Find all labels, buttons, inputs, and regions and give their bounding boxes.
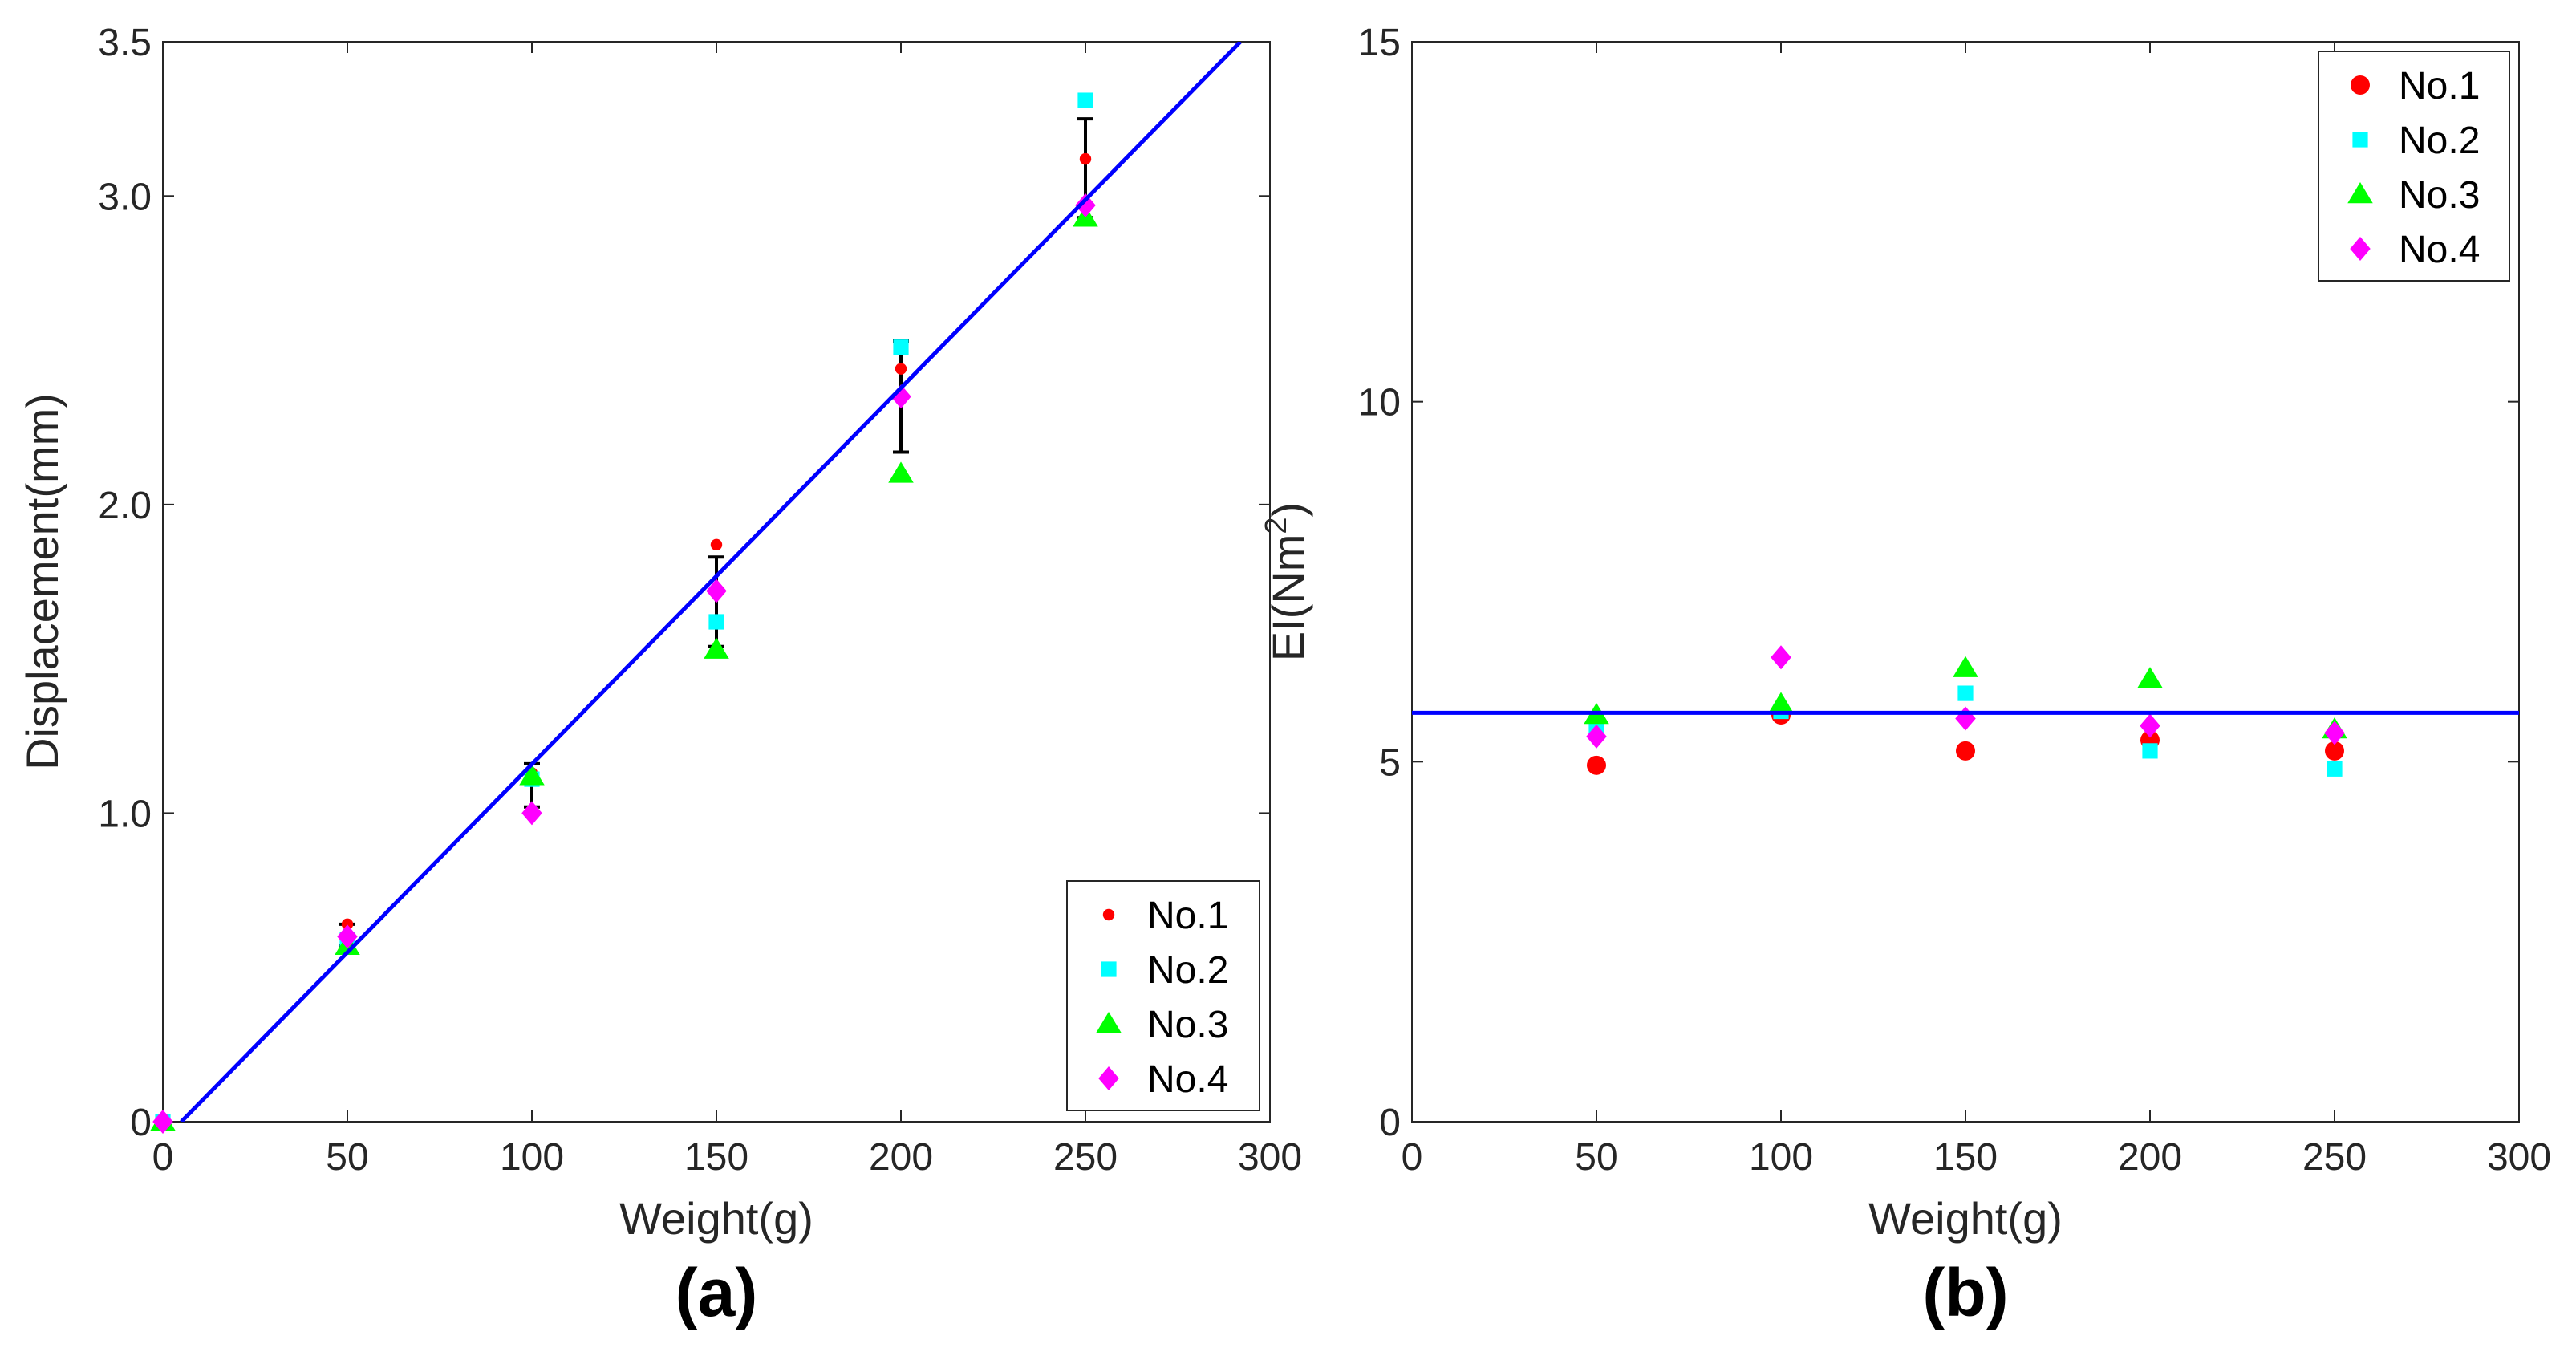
x-axis-label: Weight(g) — [1868, 1193, 2063, 1244]
y-axis-label-suffix: ) — [1263, 502, 1313, 518]
data-point-no4 — [152, 1110, 173, 1134]
data-point-no4 — [2324, 721, 2345, 745]
x-tick-label: 300 — [2487, 1136, 2551, 1179]
legend-entry-label: No.3 — [2399, 174, 2480, 217]
legend-marker — [2350, 237, 2371, 261]
legend-entry-label: No.4 — [2399, 229, 2480, 271]
data-point-no4 — [1586, 724, 1607, 749]
y-axis-label: Displacement(mm) — [17, 393, 67, 770]
y-tick-label: 5 — [1379, 741, 1401, 784]
y-tick-label: 2.0 — [98, 485, 152, 527]
legend-box — [1066, 880, 1260, 1111]
data-point-no4 — [1771, 645, 1791, 670]
x-tick-label: 250 — [2302, 1136, 2367, 1179]
y-tick-label: 0 — [130, 1102, 152, 1144]
data-point-no1 — [1587, 755, 1606, 775]
chart-panel-a: 0 50 100 150 200 250 300 0 1.0 2.0 3.0 3.5 Weight(g)… — [17, 22, 1302, 1330]
x-axis-label: Weight(g) — [619, 1193, 813, 1244]
y-tick-label: 0 — [1379, 1102, 1401, 1144]
data-point-no3 — [888, 461, 914, 483]
y-tick-label: 1.0 — [98, 793, 152, 835]
legend-entry-label: No.1 — [2399, 65, 2480, 108]
x-tick-label: 100 — [500, 1136, 564, 1179]
legend-entry-label: No.2 — [2399, 120, 2480, 162]
y-axis-label-superscript: 2 — [1260, 517, 1293, 534]
x-tick-label: 300 — [1238, 1136, 1302, 1179]
y-tick-label: 3.0 — [98, 176, 152, 218]
data-point-no2 — [1957, 685, 1974, 701]
data-point-no4 — [521, 801, 542, 826]
data-point-no3 — [519, 764, 545, 786]
legend: No.1 No.2 No.3 No.4 — [1066, 880, 1260, 1111]
legend-entry-label: No.2 — [1147, 949, 1228, 992]
x-tick-label: 200 — [869, 1136, 933, 1179]
data-point-no1 — [2325, 741, 2344, 761]
data-point-no3 — [1953, 656, 1978, 677]
data-point-no4 — [706, 579, 727, 603]
data-point-no4 — [2140, 713, 2160, 738]
data-point-no4 — [337, 924, 358, 949]
panel-label: (a) — [675, 1255, 758, 1330]
legend-box — [2318, 51, 2510, 282]
y-tick-label: 3.5 — [98, 22, 152, 64]
x-tick-label: 250 — [1053, 1136, 1118, 1179]
y-axis-label: EI(Nm2) — [1260, 502, 1313, 661]
y-axis-label-main: EI(Nm — [1263, 534, 1313, 662]
x-tick-label: 200 — [2118, 1136, 2182, 1179]
x-tick-label: 150 — [684, 1136, 748, 1179]
data-point-no3 — [1768, 692, 1794, 713]
data-point-no2 — [893, 339, 909, 355]
y-tick-label: 15 — [1358, 22, 1401, 64]
data-point-no4 — [1075, 193, 1096, 217]
chart-panel-b: 0 50 100 150 200 250 300 0 5 10 15 Weight(g) EI(Nm2)… — [1260, 22, 2551, 1330]
legend-entry-label: No.4 — [1147, 1058, 1228, 1101]
y-tick-label: 10 — [1358, 382, 1401, 424]
panel-label: (b) — [1922, 1255, 2008, 1330]
data-point-no1 — [1956, 741, 1975, 761]
data-point-no3 — [2137, 667, 2163, 688]
legend-marker — [1098, 1066, 1119, 1090]
legend-marker — [2347, 182, 2373, 204]
legend-entry-label: No.1 — [1147, 895, 1228, 937]
legend-marker — [2351, 75, 2370, 95]
data-point-no2 — [2327, 761, 2343, 777]
legend-marker — [1101, 961, 1117, 977]
fit-line — [180, 42, 1242, 1122]
data-point-no1 — [1079, 152, 1092, 165]
x-tick-label: 50 — [326, 1136, 368, 1179]
legend-entry-label: No.3 — [1147, 1004, 1228, 1046]
data-point-no2 — [2142, 743, 2158, 759]
x-tick-label: 100 — [1749, 1136, 1813, 1179]
legend-marker — [1096, 1012, 1122, 1033]
data-point-no2 — [1077, 92, 1093, 108]
x-tick-label: 50 — [1575, 1136, 1617, 1179]
data-point-no1 — [341, 918, 354, 931]
data-point-no3 — [704, 637, 729, 659]
legend: No.1 No.2 No.3 No.4 — [2318, 51, 2510, 282]
x-tick-label: 0 — [152, 1136, 174, 1179]
x-tick-label: 150 — [1933, 1136, 1998, 1179]
data-point-no2 — [708, 614, 724, 630]
legend-marker — [1102, 908, 1115, 921]
x-tick-label: 0 — [1402, 1136, 1423, 1179]
legend-marker — [2352, 132, 2368, 148]
data-point-no1 — [895, 363, 907, 375]
data-point-no1 — [710, 538, 723, 551]
